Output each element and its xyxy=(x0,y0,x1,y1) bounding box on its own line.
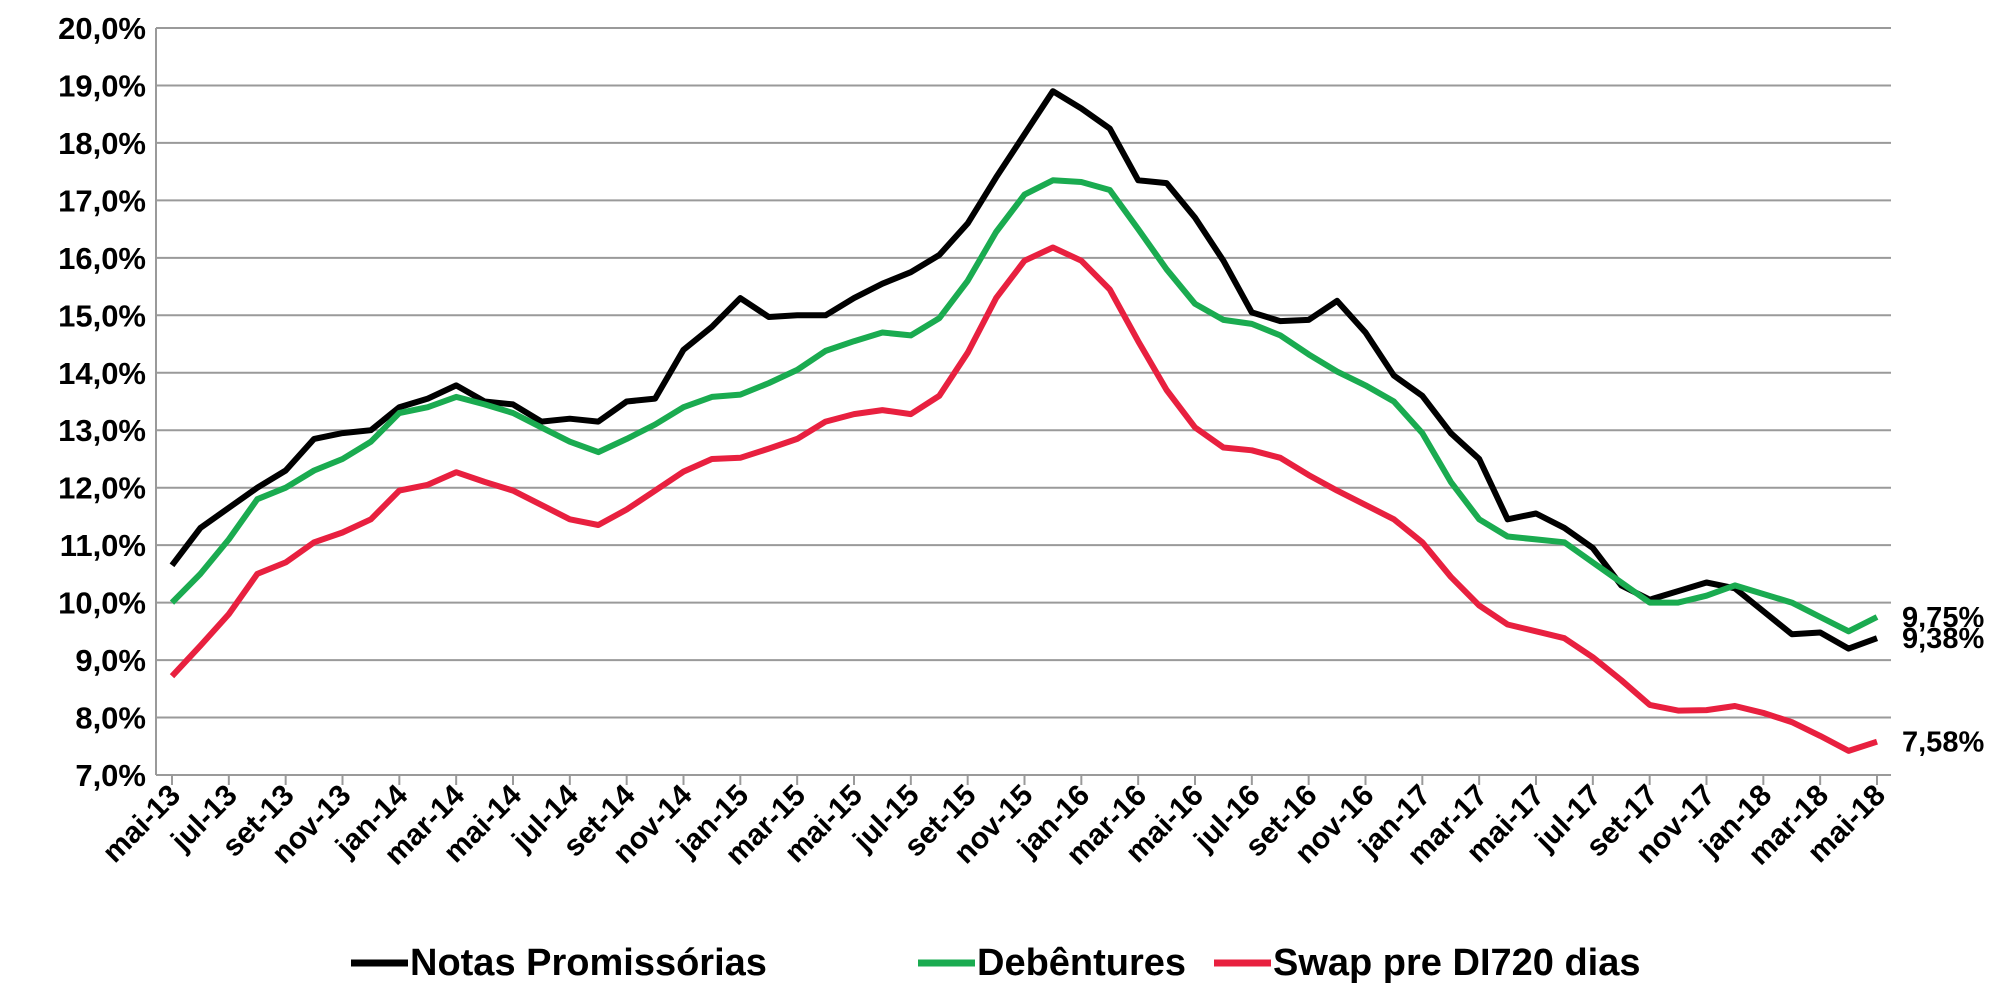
y-tick-label: 17,0% xyxy=(58,183,146,218)
y-tick-label: 9,0% xyxy=(75,643,146,678)
legend-label: Swap pre DI720 dias xyxy=(1273,942,1641,984)
y-tick-label: 11,0% xyxy=(60,528,146,563)
end-label: 9,75% xyxy=(1902,602,1984,634)
y-tick-label: 8,0% xyxy=(75,701,146,736)
y-tick-label: 19,0% xyxy=(58,68,146,103)
y-tick-label: 15,0% xyxy=(58,298,146,333)
y-tick-label: 18,0% xyxy=(58,126,146,161)
legend-label: Notas Promissórias xyxy=(410,942,767,984)
y-tick-label: 13,0% xyxy=(58,413,146,448)
series-line xyxy=(169,88,1879,652)
y-tick-label: 10,0% xyxy=(58,586,146,621)
end-label: 7,58% xyxy=(1902,727,1984,759)
y-tick-label: 12,0% xyxy=(58,471,146,506)
y-tick-label: 7,0% xyxy=(75,758,146,793)
series-line xyxy=(169,244,1878,754)
end-label: 9,38% xyxy=(1902,623,1984,655)
series-line xyxy=(169,177,1879,635)
y-tick-label: 20,0% xyxy=(58,11,146,46)
y-tick-label: 14,0% xyxy=(58,356,146,391)
legend-label: Debêntures xyxy=(977,942,1186,984)
y-tick-label: 16,0% xyxy=(58,241,146,276)
